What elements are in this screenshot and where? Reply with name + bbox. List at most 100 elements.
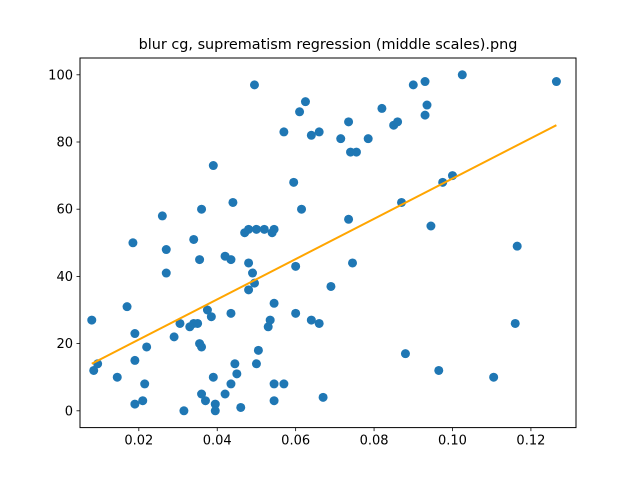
data-point	[210, 406, 220, 416]
data-point	[236, 402, 246, 412]
data-point	[89, 365, 99, 375]
y-axis: 0 20 40 60 80 100	[48, 68, 80, 419]
data-point	[226, 379, 236, 389]
data-point	[336, 134, 346, 144]
data-point	[128, 238, 138, 248]
data-point	[344, 214, 354, 224]
data-point	[318, 392, 328, 402]
data-point	[363, 134, 373, 144]
data-point	[265, 315, 275, 325]
y-tick-label: 0	[65, 404, 73, 419]
data-point	[130, 329, 140, 339]
x-tick-label: 0.02	[124, 434, 153, 449]
data-point	[344, 117, 354, 127]
data-point	[259, 224, 269, 234]
data-point	[142, 342, 152, 352]
data-point	[179, 406, 189, 416]
data-point	[230, 359, 240, 369]
data-point	[551, 77, 561, 87]
points-layer	[87, 70, 561, 416]
data-point	[300, 97, 310, 107]
data-point	[297, 204, 307, 214]
data-point	[210, 399, 220, 409]
data-point	[457, 70, 467, 80]
data-point	[197, 389, 207, 399]
data-point	[512, 241, 522, 251]
data-point	[291, 261, 301, 271]
data-point	[249, 80, 259, 90]
data-point	[489, 372, 499, 382]
regression-line	[91, 124, 557, 365]
data-point	[279, 127, 289, 137]
data-point	[348, 258, 358, 268]
data-point	[226, 308, 236, 318]
data-point	[251, 359, 261, 369]
data-point	[122, 302, 132, 312]
data-point	[189, 234, 199, 244]
data-point	[87, 315, 97, 325]
data-point	[206, 312, 216, 322]
y-tick-label: 20	[56, 337, 73, 352]
data-point	[251, 224, 261, 234]
chart-title: blur cg, suprematism regression (middle …	[139, 37, 518, 53]
data-point	[291, 308, 301, 318]
data-point	[400, 349, 410, 359]
data-point	[244, 258, 254, 268]
data-point	[140, 379, 150, 389]
data-point	[269, 224, 279, 234]
data-point	[422, 100, 432, 110]
data-point	[326, 281, 336, 291]
plot-frame	[79, 57, 577, 429]
data-point	[244, 285, 254, 295]
data-point	[377, 103, 387, 113]
x-tick-label: 0.04	[203, 434, 232, 449]
data-point	[226, 255, 236, 265]
data-point	[397, 197, 407, 207]
data-point	[197, 204, 207, 214]
data-point	[269, 298, 279, 308]
data-point	[200, 396, 210, 406]
data-point	[420, 110, 430, 120]
data-point	[232, 369, 242, 379]
data-point	[175, 318, 185, 328]
data-point	[420, 77, 430, 87]
data-point	[130, 399, 140, 409]
data-point	[208, 161, 218, 171]
data-point	[130, 355, 140, 365]
data-point	[314, 318, 324, 328]
data-point	[195, 255, 205, 265]
data-point	[314, 127, 324, 137]
data-point	[157, 211, 167, 221]
fit-layer	[91, 124, 557, 365]
data-point	[269, 396, 279, 406]
data-point	[138, 396, 148, 406]
y-tick-label: 100	[48, 68, 73, 83]
data-point	[220, 389, 230, 399]
data-point	[426, 221, 436, 231]
data-point	[161, 268, 171, 278]
data-point	[193, 318, 203, 328]
y-tick-label: 60	[56, 203, 73, 218]
data-point	[295, 107, 305, 117]
data-point	[393, 117, 403, 127]
x-tick-label: 0.12	[516, 434, 545, 449]
data-point	[434, 365, 444, 375]
y-tick-label: 80	[56, 136, 73, 151]
data-point	[112, 372, 122, 382]
data-point	[244, 224, 254, 234]
data-point	[248, 268, 258, 278]
data-point	[306, 315, 316, 325]
data-point	[306, 130, 316, 140]
data-point	[408, 80, 418, 90]
data-point	[279, 379, 289, 389]
y-tick-label: 40	[56, 270, 73, 285]
x-tick-label: 0.10	[438, 434, 467, 449]
data-point	[202, 305, 212, 315]
data-point	[269, 379, 279, 389]
data-point	[510, 318, 520, 328]
x-axis: 0.02 0.04 0.06 0.08 0.10 0.12	[124, 427, 545, 449]
data-point	[161, 245, 171, 255]
